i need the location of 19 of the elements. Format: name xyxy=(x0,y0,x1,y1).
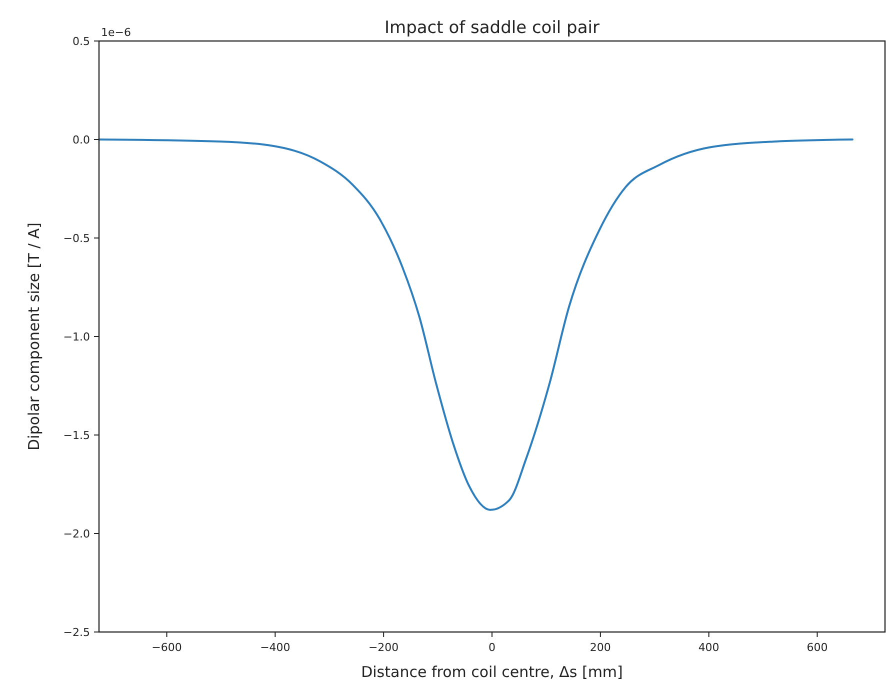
x-tick-label: 400 xyxy=(698,641,720,654)
chart-title: Impact of saddle coil pair xyxy=(384,18,600,38)
x-tick-label: 600 xyxy=(806,641,828,654)
x-tick-label: −600 xyxy=(152,641,182,654)
y-tick-label: 0.0 xyxy=(72,134,90,146)
y-tick-label: −0.5 xyxy=(63,232,90,245)
x-tick-label: −200 xyxy=(368,641,399,654)
line-series xyxy=(98,138,854,511)
y-tick-label: 0.5 xyxy=(72,35,90,48)
x-tick-label: −400 xyxy=(260,641,290,654)
y-tick-label: −2.5 xyxy=(63,626,90,639)
x-tick-label: 200 xyxy=(590,641,611,654)
y-axis-title: Dipolar component size [T / A] xyxy=(25,222,43,450)
y-tick-label: −1.0 xyxy=(63,330,90,344)
y-tick-label: −1.5 xyxy=(63,429,90,442)
x-axis-title: Distance from coil centre, Δs [mm] xyxy=(361,663,623,681)
y-tick-label: −2.0 xyxy=(63,528,90,540)
text: 1e−6 xyxy=(101,26,131,39)
x-tick-label: 0 xyxy=(488,641,496,654)
